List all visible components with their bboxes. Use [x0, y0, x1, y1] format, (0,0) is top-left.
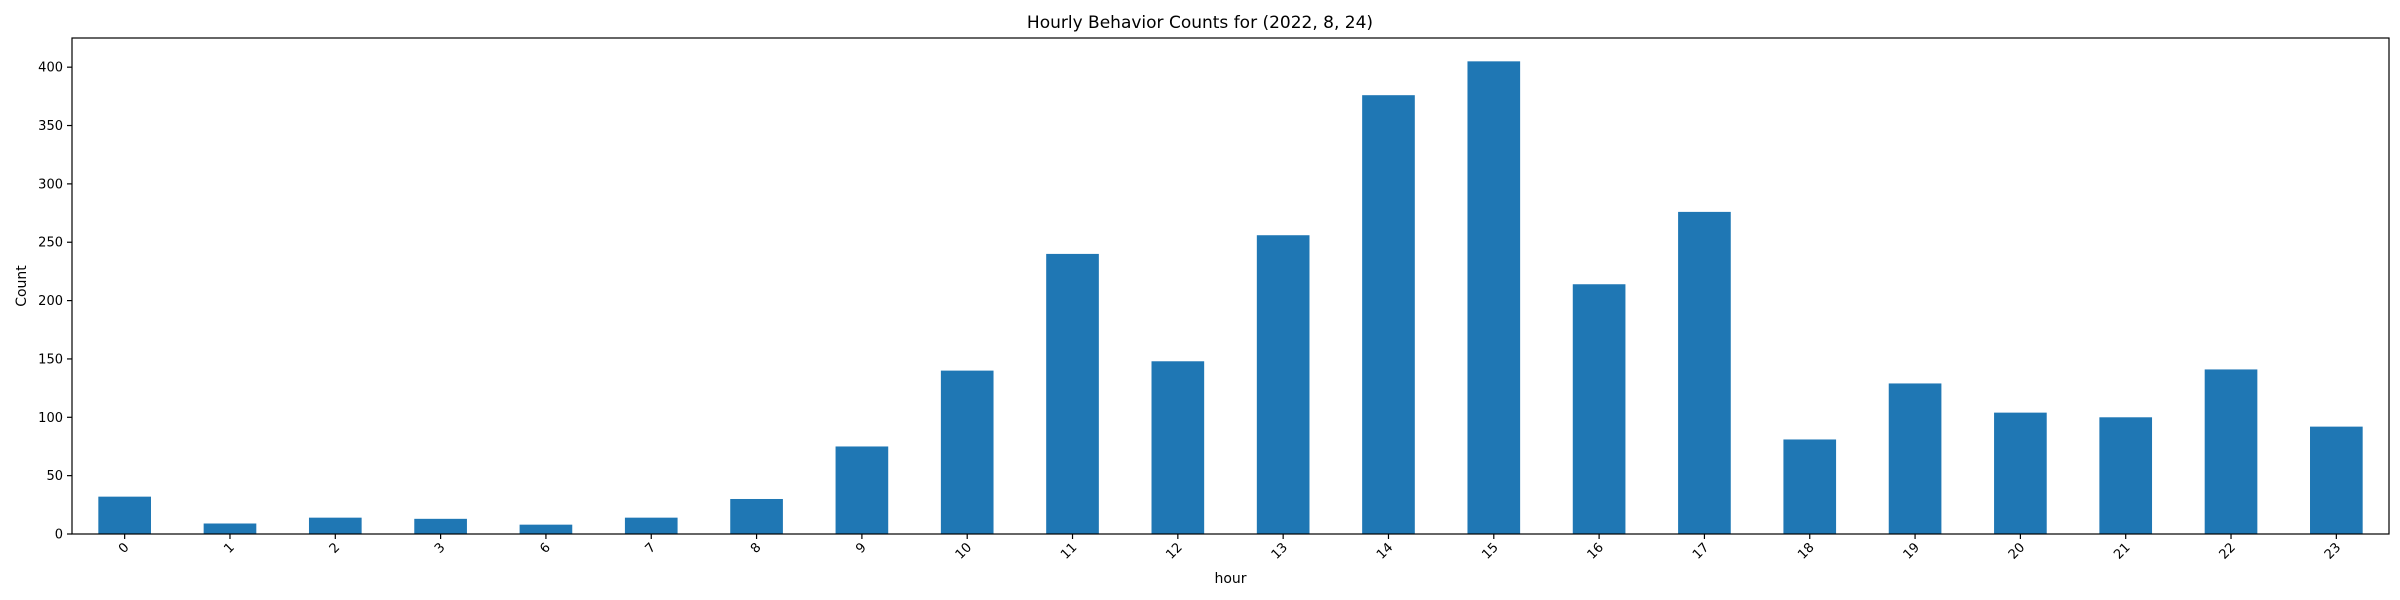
- y-tick-label: 100: [38, 411, 63, 426]
- bar-hour-7: [624, 517, 678, 534]
- x-tick-label: 3: [432, 540, 448, 556]
- y-tick-label: 50: [46, 469, 63, 484]
- y-tick-label: 400: [38, 61, 63, 76]
- bar-hour-11: [1046, 253, 1099, 534]
- x-tick-label: 21: [2111, 540, 2133, 562]
- y-tick-label: 200: [38, 294, 63, 309]
- y-axis-label: Count: [14, 265, 30, 307]
- x-tick-label: 13: [1269, 540, 1291, 562]
- bar-hour-22: [2204, 369, 2258, 534]
- bar-hour-9: [835, 446, 889, 534]
- bar-hour-8: [730, 498, 783, 534]
- x-tick-label: 2: [327, 540, 343, 556]
- bar-hour-15: [1467, 61, 1521, 535]
- plot-frame: [71, 37, 2390, 535]
- y-tick-label: 350: [38, 119, 63, 134]
- x-tick-label: 7: [643, 540, 659, 556]
- x-tick-label: 19: [1901, 540, 1923, 562]
- x-tick-label: 18: [1795, 540, 1817, 562]
- x-tick-label: 10: [953, 540, 975, 562]
- bar-hour-14: [1362, 95, 1415, 534]
- bar-hour-3: [414, 518, 467, 534]
- x-tick-label: 12: [1163, 540, 1185, 562]
- x-tick-label: 20: [2006, 540, 2028, 562]
- x-tick-label: 23: [2322, 540, 2344, 562]
- x-tick-label: 11: [1058, 540, 1080, 562]
- bar-hour-2: [308, 517, 362, 534]
- x-tick-label: 6: [537, 540, 553, 556]
- x-tick-label: 16: [1585, 540, 1607, 562]
- bar-hour-20: [1994, 412, 2047, 534]
- x-tick-label: 17: [1690, 540, 1712, 562]
- x-axis-ticks: 0 1 2 3 6 7 8 9 10 11 12 13 14 15 16 17 18 19 20 21 22 23: [116, 534, 2344, 563]
- x-tick-label: 14: [1374, 540, 1396, 562]
- y-tick-label: 250: [38, 236, 63, 251]
- y-tick-label: 300: [38, 177, 63, 192]
- bar-hour-6: [519, 524, 573, 534]
- bar-hour-17: [1678, 211, 1731, 534]
- y-tick-label: 0: [55, 528, 63, 543]
- x-tick-label: 1: [221, 540, 237, 556]
- x-tick-label: 22: [2217, 540, 2239, 562]
- x-tick-label: 0: [116, 540, 132, 556]
- bars-group: [98, 61, 2363, 535]
- bar-hour-19: [1888, 383, 1942, 534]
- x-tick-label: 9: [853, 540, 869, 556]
- bar-hour-1: [203, 523, 257, 534]
- x-tick-label: 8: [748, 540, 764, 556]
- y-tick-label: 150: [38, 352, 63, 367]
- bar-hour-16: [1572, 284, 1626, 534]
- bar-hour-0: [98, 496, 151, 534]
- bar-hour-21: [2099, 417, 2153, 534]
- x-axis-label: hour: [1214, 571, 1246, 587]
- bar-hour-13: [1256, 235, 1310, 535]
- chart-title: Hourly Behavior Counts for (2022, 8, 24): [1027, 13, 1373, 33]
- bar-hour-12: [1151, 361, 1205, 534]
- bar-hour-23: [2310, 426, 2363, 534]
- bar-hour-10: [940, 370, 994, 534]
- x-tick-label: 15: [1479, 540, 1501, 562]
- bar-hour-18: [1783, 439, 1837, 534]
- y-axis-ticks: 0 50 100 150 200 250 300 350 400: [38, 61, 72, 543]
